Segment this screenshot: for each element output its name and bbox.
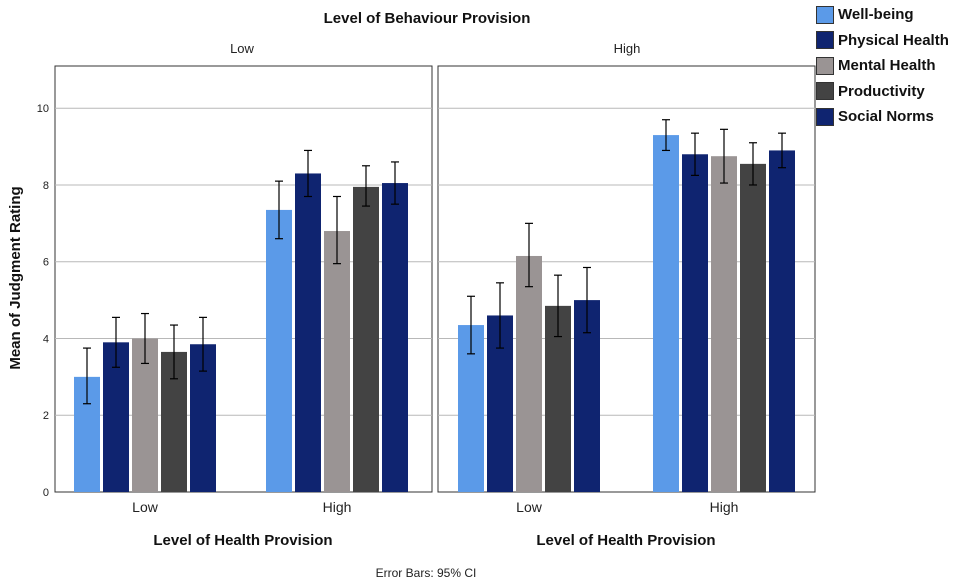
bar: [769, 150, 795, 492]
bar: [132, 338, 158, 492]
legend-item-social-norms: Social Norms: [816, 104, 949, 130]
legend-swatch-productivity: [816, 82, 834, 101]
bar: [711, 156, 737, 492]
legend-item-productivity: Productivity: [816, 79, 949, 105]
legend-label-mental-health: Mental Health: [838, 57, 936, 75]
legend-label-productivity: Productivity: [838, 82, 925, 100]
bar: [266, 209, 292, 492]
x-tick-label: Low: [516, 499, 543, 515]
bar: [653, 135, 679, 492]
bar: [382, 183, 408, 492]
legend-swatch-social-norms: [816, 107, 834, 126]
bar: [516, 255, 542, 492]
panel-low: Low High: [54, 65, 433, 515]
y-tick-label: 8: [43, 180, 49, 192]
x-axis-label-high-panel: Level of Health Provision: [536, 532, 715, 549]
bar: [682, 154, 708, 492]
panel-label-high: High: [614, 41, 641, 56]
y-tick-label: 0: [43, 487, 49, 499]
x-axis-label-low-panel: Level of Health Provision: [153, 532, 332, 549]
legend: Well-being Physical Health Mental Health…: [816, 2, 949, 130]
panel-high: Low High: [437, 65, 816, 515]
bar: [740, 163, 766, 492]
chart-title: Level of Behaviour Provision: [324, 10, 531, 27]
legend-swatch-mental-health: [816, 56, 834, 75]
y-axis-label: Mean of Judgment Rating: [7, 186, 24, 369]
bar: [295, 173, 321, 492]
x-tick-label: High: [323, 499, 352, 515]
y-tick-label: 10: [37, 103, 49, 115]
y-axis: 0 2 4 6 8 10: [37, 103, 49, 499]
bar: [324, 231, 350, 492]
bar: [353, 186, 379, 492]
x-tick-label: High: [710, 499, 739, 515]
panel-label-low: Low: [230, 41, 254, 56]
legend-label-social-norms: Social Norms: [838, 108, 934, 126]
x-tick-label: Low: [132, 499, 159, 515]
legend-swatch-physical-health: [816, 31, 834, 50]
legend-label-well-being: Well-being: [838, 6, 914, 24]
error-bars-note: Error Bars: 95% CI: [376, 566, 477, 580]
y-tick-label: 6: [43, 257, 49, 269]
legend-item-well-being: Well-being: [816, 2, 949, 28]
legend-item-physical-health: Physical Health: [816, 28, 949, 54]
legend-swatch-well-being: [816, 5, 834, 24]
y-tick-label: 4: [43, 333, 49, 345]
legend-label-physical-health: Physical Health: [838, 31, 949, 49]
y-tick-label: 2: [43, 410, 49, 422]
legend-item-mental-health: Mental Health: [816, 53, 949, 79]
